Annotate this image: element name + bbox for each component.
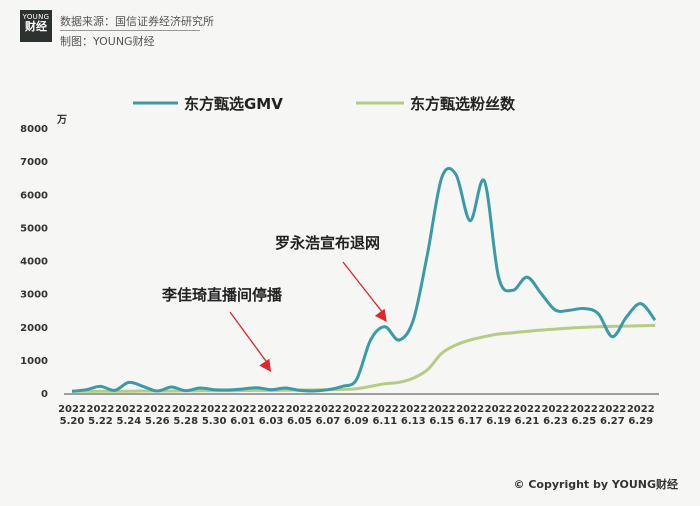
- y-tick-label: 6000: [20, 190, 48, 201]
- x-tick-date: 6.19: [486, 416, 511, 427]
- x-tick-year: 2022: [570, 404, 598, 415]
- x-tick-year: 2022: [598, 404, 626, 415]
- y-tick-label: 1000: [20, 356, 48, 367]
- copyright-text: © Copyright by YOUNG财经: [513, 478, 678, 491]
- x-tick-year: 2022: [229, 404, 257, 415]
- x-tick-year: 2022: [399, 404, 427, 415]
- x-tick-date: 6.05: [287, 416, 312, 427]
- y-tick-label: 4000: [20, 257, 48, 268]
- y-tick-label: 8000: [20, 124, 48, 135]
- x-tick-date: 6.17: [458, 416, 483, 427]
- series-line-fans: [71, 323, 656, 393]
- x-tick-year: 2022: [314, 404, 342, 415]
- x-tick-year: 2022: [143, 404, 171, 415]
- y-tick-label: 7000: [20, 157, 48, 168]
- x-tick-year: 2022: [513, 404, 541, 415]
- x-tick-year: 2022: [200, 404, 228, 415]
- x-tick-year: 2022: [485, 404, 513, 415]
- x-tick-date: 5.20: [60, 416, 85, 427]
- x-tick-year: 2022: [172, 404, 200, 415]
- x-tick-date: 5.26: [145, 416, 170, 427]
- y-tick-label: 2000: [20, 323, 48, 334]
- x-tick-date: 6.27: [600, 416, 625, 427]
- logo-bottom-text: 财经: [25, 20, 47, 34]
- legend-label-gmv: 东方甄选GMV: [184, 95, 283, 113]
- x-tick-year: 2022: [428, 404, 456, 415]
- x-tick-date: 5.22: [88, 416, 113, 427]
- x-tick-date: 6.07: [316, 416, 341, 427]
- x-tick-year: 2022: [115, 404, 143, 415]
- x-tick-year: 2022: [257, 404, 285, 415]
- x-tick-year: 2022: [456, 404, 484, 415]
- x-tick-date: 6.01: [230, 416, 255, 427]
- y-axis-unit: 万: [56, 114, 67, 126]
- data-source: 数据来源：国信证券经济研究所: [60, 15, 214, 28]
- y-tick-label: 0: [41, 389, 48, 400]
- x-tick-year: 2022: [58, 404, 86, 415]
- brand-logo: YOUNG 财经: [20, 10, 52, 42]
- annotation-text: 李佳琦直播间停播: [161, 286, 283, 304]
- x-tick-date: 5.24: [117, 416, 142, 427]
- x-tick-year: 2022: [627, 404, 655, 415]
- chart-maker: 制图：YOUNG财经: [60, 35, 155, 48]
- x-tick-date: 6.25: [572, 416, 597, 427]
- x-tick-year: 2022: [371, 404, 399, 415]
- legend-label-fans: 东方甄选粉丝数: [410, 95, 516, 113]
- x-tick-date: 6.23: [543, 416, 568, 427]
- y-tick-label: 3000: [20, 290, 48, 301]
- annotation-text: 罗永浩宣布退网: [275, 234, 380, 252]
- x-tick-year: 2022: [87, 404, 115, 415]
- x-tick-year: 2022: [542, 404, 570, 415]
- annotation-arrow-line: [342, 261, 385, 315]
- x-tick-date: 5.28: [173, 416, 198, 427]
- annotation-arrow-line: [229, 311, 269, 365]
- series-line-gmv: [71, 166, 657, 393]
- x-tick-date: 6.09: [344, 416, 369, 427]
- annotation-arrowhead: [374, 308, 387, 322]
- annotation-arrowhead: [259, 358, 272, 372]
- x-tick-date: 6.29: [628, 416, 653, 427]
- x-tick-date: 6.13: [401, 416, 426, 427]
- x-tick-year: 2022: [286, 404, 314, 415]
- source-divider: [60, 30, 200, 31]
- x-tick-date: 5.30: [202, 416, 227, 427]
- x-tick-date: 6.03: [259, 416, 284, 427]
- x-tick-year: 2022: [342, 404, 370, 415]
- x-tick-date: 6.15: [429, 416, 454, 427]
- logo-top-text: YOUNG: [22, 13, 50, 21]
- x-tick-date: 6.21: [515, 416, 540, 427]
- y-tick-label: 5000: [20, 223, 48, 234]
- x-tick-date: 6.11: [372, 416, 397, 427]
